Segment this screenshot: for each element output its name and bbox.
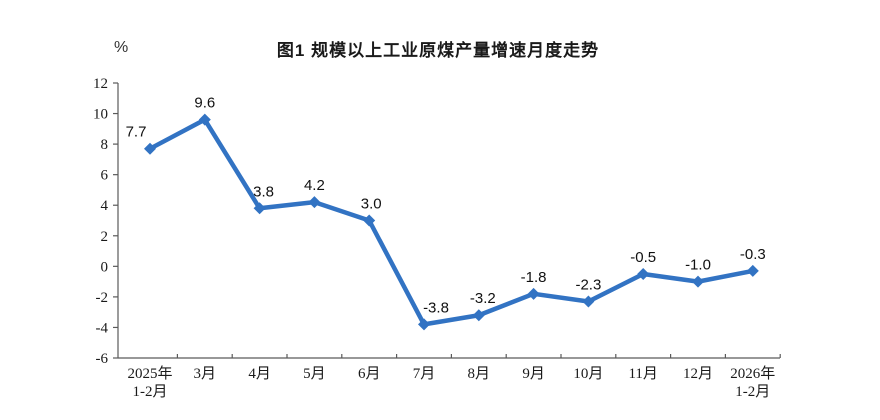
x-axis-category-label: 11月 (628, 366, 657, 382)
y-axis-tick-label: 0 (101, 259, 109, 275)
data-point-marker (692, 275, 704, 288)
data-point-marker (308, 196, 321, 209)
x-axis-category-label: 10月 (573, 366, 603, 382)
data-series-line (147, 117, 756, 327)
data-point-value-label: -3.8 (423, 299, 449, 316)
data-point-marker (746, 264, 759, 277)
x-axis-category-label: 5月 (303, 366, 326, 382)
data-point-marker (144, 142, 156, 155)
y-axis-tick-label: 8 (101, 137, 109, 153)
data-point-marker (253, 202, 266, 215)
data-point-value-label: 3.8 (253, 183, 274, 200)
x-axis-category-label: 12月 (683, 366, 713, 382)
x-axis-category-label: 1-2月 (735, 384, 770, 400)
data-point-value-label: -0.3 (740, 246, 766, 263)
y-axis-tick-label: 4 (101, 198, 109, 214)
data-point-marker (637, 267, 650, 280)
data-point-value-label: -1.0 (685, 257, 711, 274)
data-point-value-label: -3.2 (470, 290, 496, 307)
y-axis-tick-label: -6 (96, 351, 109, 367)
x-axis-category-label: 6月 (358, 366, 381, 382)
x-axis-category-label: 1-2月 (133, 384, 168, 400)
y-axis-tick-label: 10 (93, 107, 108, 123)
data-point-value-label: 4.2 (304, 177, 325, 194)
x-axis-category-label: 2026年 (730, 365, 775, 382)
x-axis-category-label: 8月 (468, 366, 491, 382)
data-point-value-label: -2.3 (575, 276, 601, 293)
data-point-marker (472, 309, 485, 322)
data-point-value-label: -1.8 (521, 269, 547, 286)
y-axis-tick-label: 12 (93, 76, 108, 92)
data-point-marker (582, 295, 595, 308)
x-axis-category-label: 9月 (522, 366, 545, 382)
data-point-value-label: 9.6 (194, 95, 215, 112)
y-axis-tick-label: 2 (101, 229, 109, 245)
y-axis-tick-label: 6 (101, 168, 109, 184)
data-point-value-label: 7.7 (126, 124, 147, 141)
x-axis-category-label: 4月 (248, 366, 271, 382)
y-axis-tick-label: -4 (96, 320, 109, 336)
x-axis-category-label: 7月 (413, 366, 436, 382)
data-point-value-label: 3.0 (361, 196, 382, 213)
data-point-marker (198, 113, 211, 126)
y-axis-tick-label: -2 (96, 290, 109, 306)
data-point-marker (363, 214, 376, 227)
data-point-marker (527, 287, 540, 300)
y-axis-unit-label: % (114, 39, 129, 56)
x-axis-category-label: 2025年 (127, 365, 172, 382)
data-point-value-label: -0.5 (630, 249, 656, 266)
x-axis-category-label: 3月 (194, 366, 217, 382)
chart-title: 图1 规模以上工业原煤产量增速月度走势 (276, 41, 600, 60)
data-point-marker (418, 318, 430, 331)
